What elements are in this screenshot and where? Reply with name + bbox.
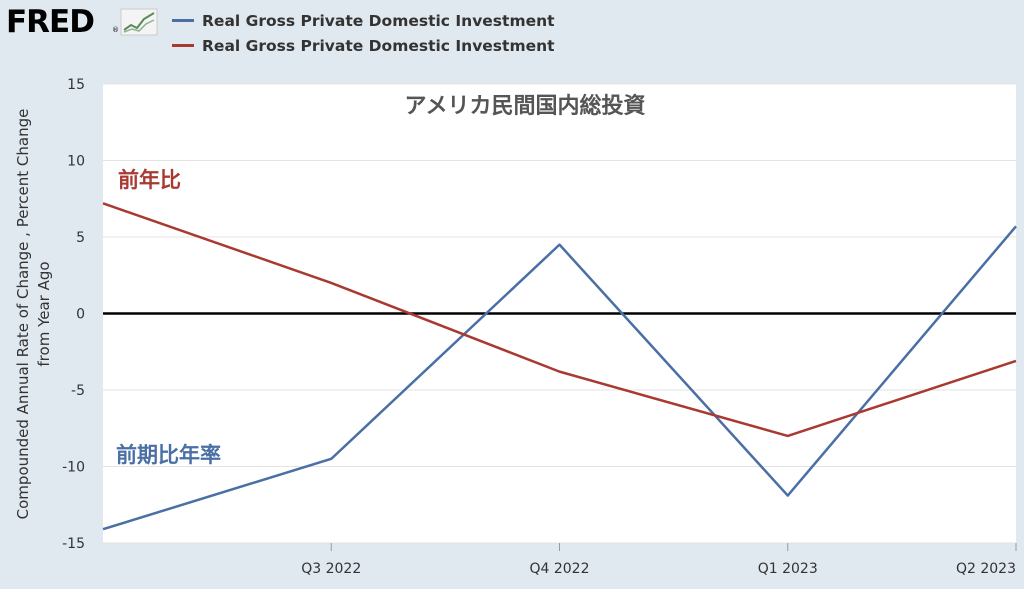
chart-title: アメリカ民間国内総投資: [405, 93, 646, 119]
y-tick-label: -10: [62, 460, 85, 476]
legend: Real Gross Private Domestic Investment R…: [172, 8, 555, 58]
x-tick-label: Q4 2022: [529, 561, 589, 577]
y-tick-label: 0: [76, 307, 85, 323]
fred-logo[interactable]: FRED: [6, 4, 95, 40]
y-tick-label: -5: [71, 383, 85, 399]
x-axis-ticks: Q3 2022 Q4 2022 Q1 2023 Q2 2023: [301, 543, 1017, 577]
x-tick-label: Q1 2023: [758, 561, 818, 577]
y-axis-title-line2: from Year Ago: [35, 261, 53, 367]
y-tick-label: 10: [67, 154, 85, 170]
series-line-1: [102, 202, 1017, 438]
y-tick-label: 5: [76, 230, 85, 246]
y-tick-label: -15: [62, 536, 85, 552]
y-tick-label: 15: [67, 77, 85, 93]
legend-label: Real Gross Private Domestic Investment: [202, 11, 555, 30]
x-tick-label: Q3 2022: [301, 561, 361, 577]
series-label-yoy: 前年比: [118, 168, 181, 192]
legend-label: Real Gross Private Domestic Investment: [202, 36, 555, 55]
x-tick-label: Q2 2023: [956, 561, 1016, 577]
y-axis-title: Compounded Annual Rate of Change , Perce…: [13, 109, 55, 520]
legend-item-blue[interactable]: Real Gross Private Domestic Investment: [172, 8, 555, 33]
line-graph-icon: [120, 8, 158, 36]
legend-swatch-red: [172, 44, 194, 47]
series-label-qoq: 前期比年率: [116, 443, 221, 467]
y-axis-title-line1: Compounded Annual Rate of Change , Perce…: [14, 108, 32, 520]
legend-swatch-blue: [172, 19, 194, 22]
legend-item-red[interactable]: Real Gross Private Domestic Investment: [172, 33, 555, 58]
registered-mark: ®: [112, 26, 119, 34]
series-lines: [102, 202, 1017, 531]
y-axis-ticks: 15 10 5 0 -5 -10 -15: [62, 77, 85, 552]
series-line-0: [102, 225, 1017, 531]
